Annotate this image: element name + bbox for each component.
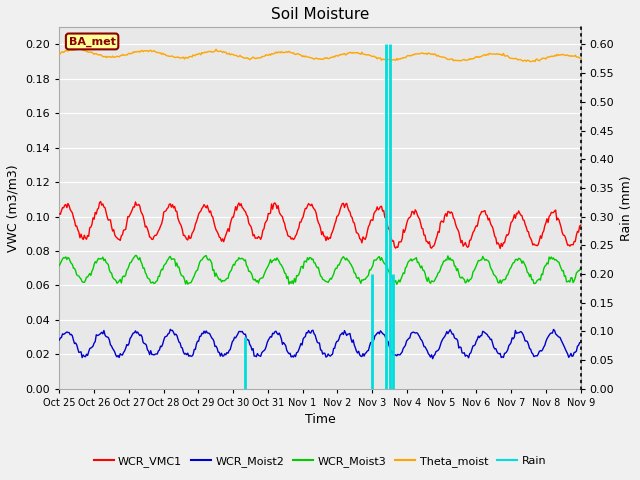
Title: Soil Moisture: Soil Moisture <box>271 7 369 22</box>
Y-axis label: VWC (m3/m3): VWC (m3/m3) <box>7 164 20 252</box>
Y-axis label: Rain (mm): Rain (mm) <box>620 175 633 241</box>
Legend: WCR_VMC1, WCR_Moist2, WCR_Moist3, Theta_moist, Rain: WCR_VMC1, WCR_Moist2, WCR_Moist3, Theta_… <box>89 452 551 472</box>
X-axis label: Time: Time <box>305 413 335 426</box>
Text: BA_met: BA_met <box>68 36 116 47</box>
